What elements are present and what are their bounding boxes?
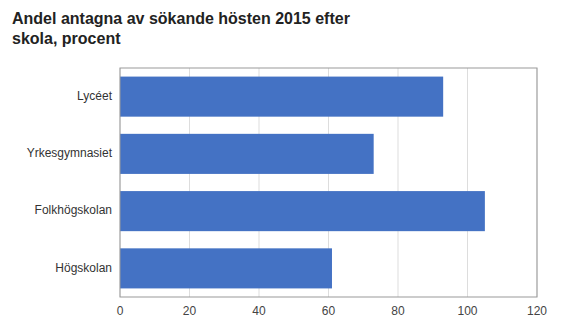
- bar: [120, 191, 485, 231]
- x-tick-label: 0: [117, 304, 124, 318]
- title-line: skola, procent: [12, 30, 121, 47]
- x-tick-label: 60: [322, 304, 336, 318]
- x-tick-label: 120: [527, 304, 547, 318]
- x-axis: 0 20 40 60 80 100 120: [117, 304, 548, 318]
- title-line: Andel antagna av sökande hösten 2015 eft…: [12, 10, 350, 27]
- category-label: Lycéet: [77, 89, 113, 103]
- grid-line: [467, 68, 468, 297]
- plot-frame: [120, 68, 537, 297]
- x-tick-label: 100: [457, 304, 477, 318]
- bar: [120, 248, 332, 288]
- title: Andel antagna av sökande hösten 2015 eft…: [12, 10, 350, 47]
- bars: [120, 77, 485, 289]
- x-tick-label: 20: [183, 304, 197, 318]
- chart-container: Andel antagna av sökande hösten 2015 eft…: [0, 0, 561, 333]
- y-axis: Lycéet Yrkesgymnasiet Folkhögskolan Högskol…: [27, 89, 113, 275]
- x-tick-label: 80: [391, 304, 405, 318]
- chart-svg: Andel antagna av sökande hösten 2015 eft…: [0, 0, 561, 333]
- category-label: Högskolan: [55, 261, 112, 275]
- category-label: Yrkesgymnasiet: [27, 146, 113, 160]
- bar: [120, 134, 374, 174]
- x-tick-label: 40: [252, 304, 266, 318]
- grid: [120, 68, 537, 297]
- category-label: Folkhögskolan: [35, 203, 112, 217]
- bar: [120, 77, 443, 117]
